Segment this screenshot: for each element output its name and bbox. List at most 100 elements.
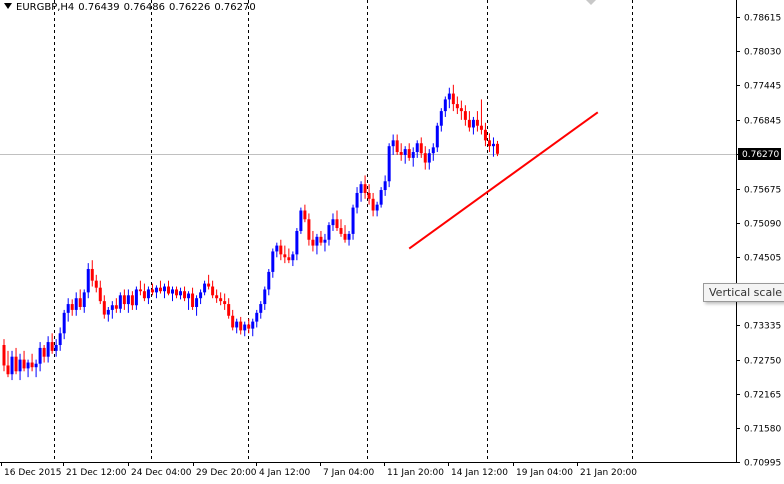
candle (199, 289, 203, 305)
candle-body (215, 295, 219, 299)
candle-body (323, 239, 327, 243)
ohlc-close: 0.76270 (214, 2, 256, 13)
candle-body (130, 295, 134, 306)
candle-body (307, 219, 311, 240)
candle (331, 213, 335, 231)
price-label: 0.77445 (744, 82, 781, 92)
candle-body (187, 293, 191, 299)
candle-body (291, 254, 295, 261)
candle-body (271, 251, 275, 272)
candle (439, 108, 443, 132)
candle-body (403, 149, 407, 155)
candle-body (175, 289, 179, 296)
chart-shift-marker-icon[interactable] (586, 0, 596, 5)
candle-body (179, 291, 183, 296)
candle-body (183, 291, 187, 299)
candles (2, 84, 499, 381)
candle (451, 84, 455, 112)
trendline[interactable] (408, 111, 599, 250)
candle (102, 295, 106, 319)
candle (110, 301, 114, 319)
candle (58, 327, 62, 351)
candle-body (451, 93, 455, 105)
candle-body (299, 210, 303, 231)
candle (74, 292, 78, 316)
candle-body (94, 280, 98, 288)
candle-body (82, 292, 86, 307)
candle-body (335, 219, 339, 229)
candle (243, 321, 247, 337)
dropdown-triangle-icon[interactable] (4, 3, 12, 9)
candle-body (26, 362, 30, 369)
candle (327, 222, 331, 246)
candle (279, 239, 283, 261)
candle (447, 87, 451, 109)
candle (191, 287, 195, 310)
candle (483, 122, 487, 147)
candle (142, 283, 146, 302)
candle (247, 318, 251, 334)
candle (122, 289, 126, 310)
candle (487, 133, 491, 153)
candle-body (375, 204, 379, 211)
candle (375, 201, 379, 217)
candle-body (415, 143, 419, 153)
candle (495, 140, 499, 157)
candle-body (495, 143, 499, 154)
candle (275, 242, 279, 258)
candle-body (98, 287, 102, 302)
candle-body (447, 93, 451, 100)
candle (347, 230, 351, 246)
candle (175, 286, 179, 299)
candle-body (110, 305, 114, 310)
candle (207, 274, 211, 290)
candle (407, 143, 411, 161)
candle-body (86, 268, 90, 293)
ohlc-low: 0.76226 (169, 2, 211, 13)
time-label: 24 Dec 04:00 (131, 468, 192, 478)
candle-body (191, 293, 195, 307)
time-label: 14 Jan 12:00 (451, 468, 508, 478)
candle-body (279, 245, 283, 255)
candle (106, 306, 110, 322)
price-scale[interactable]: 0.78615 0.78030 0.77445 0.76845 0.76270 0.756… (736, 14, 781, 469)
ohlc-open: 0.76439 (78, 2, 120, 13)
candle (399, 143, 403, 161)
price-label: 0.75675 (744, 186, 781, 196)
candle (291, 251, 295, 267)
time-scale[interactable]: 16 Dec 2015 21 Dec 12:00 24 Dec 04:00 29 De… (1, 462, 638, 478)
candle (415, 140, 419, 158)
candle-body (343, 233, 347, 240)
candle (343, 225, 347, 243)
candle (126, 289, 130, 313)
candle-body (331, 219, 335, 226)
vertical-grid (54, 0, 633, 462)
candle-body (46, 342, 50, 357)
candle (427, 149, 431, 170)
candle-body (207, 283, 211, 287)
candle (255, 309, 259, 328)
candle-body (463, 111, 467, 120)
candle (467, 111, 471, 132)
candle (183, 286, 187, 302)
candle (158, 280, 162, 294)
current-price-tag: 0.76270 (738, 148, 781, 160)
price-label: 0.72165 (744, 391, 781, 401)
candle-body (435, 125, 439, 148)
candle (26, 359, 30, 378)
candle (130, 291, 134, 310)
candle-body (359, 184, 363, 193)
candle (411, 147, 415, 167)
candle-body (162, 286, 166, 292)
axes (0, 0, 737, 463)
price-label: 0.72750 (744, 357, 781, 367)
candle-body (203, 283, 207, 293)
candle-body (439, 111, 443, 126)
candle (86, 263, 90, 299)
candle-body (339, 228, 343, 234)
candle (46, 336, 50, 363)
candle-body (231, 315, 235, 328)
candle (459, 100, 463, 120)
